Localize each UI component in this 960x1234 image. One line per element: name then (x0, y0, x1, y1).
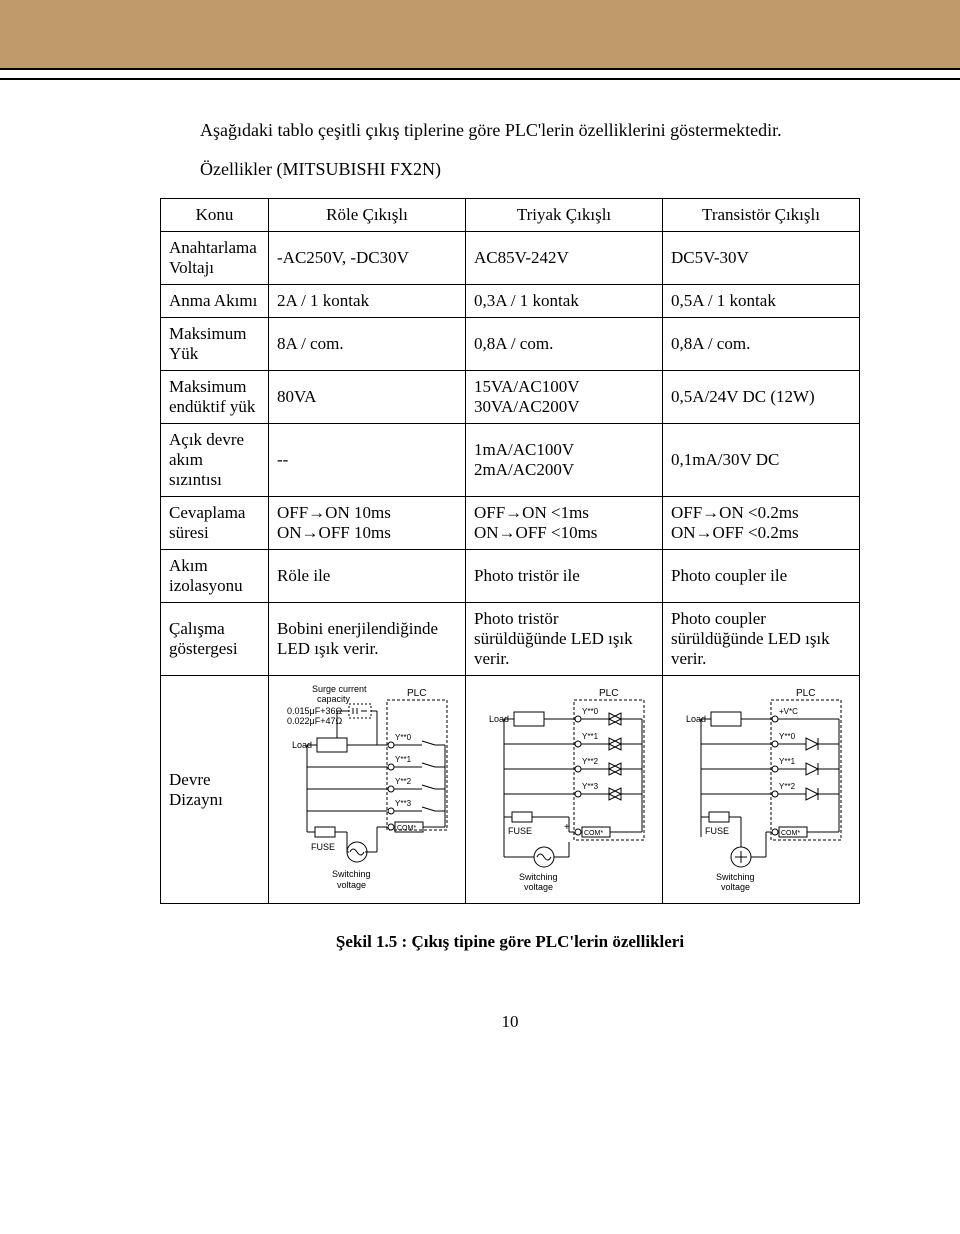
out-label: Y**1 (395, 755, 412, 764)
cell: -- (269, 424, 466, 497)
out-label: Y**3 (582, 782, 599, 791)
cell: DC5V-30V (663, 232, 860, 285)
cell: 8A / com. (269, 318, 466, 371)
sw-label: voltage (721, 882, 750, 892)
table-row: Anma Akımı 2A / 1 kontak 0,3A / 1 kontak… (161, 285, 860, 318)
out-label: Y**2 (395, 777, 412, 786)
cell: 2A / 1 kontak (269, 285, 466, 318)
out-label: Y**1 (582, 732, 599, 741)
table-row-diagrams: Devre Dizaynı Surge current capacity 0.0… (161, 676, 860, 904)
table-row: Akım izolasyonu Röle ile Photo tristör i… (161, 550, 860, 603)
header-band (0, 0, 960, 70)
header-transistor: Transistör Çıkışlı (663, 199, 860, 232)
sw-label: voltage (337, 880, 366, 890)
cell: AC85V-242V (466, 232, 663, 285)
cell: 0,8A / com. (466, 318, 663, 371)
table-row: Maksimum endüktif yük 80VA 15VA/AC100V 3… (161, 371, 860, 424)
cell: Röle ile (269, 550, 466, 603)
out-label: Y**2 (779, 782, 796, 791)
fuse-label: FUSE (705, 826, 729, 836)
page-number: 10 (160, 1012, 860, 1032)
cell: OFF→ON 10ms ON→OFF 10ms (269, 497, 466, 550)
sw-label: voltage (524, 882, 553, 892)
subtitle-text: Özellikler (MITSUBISHI FX2N) (160, 159, 860, 180)
sw-label: Switching (519, 872, 558, 882)
cell: 15VA/AC100V 30VA/AC200V (466, 371, 663, 424)
surge-label: Surge current (312, 684, 367, 694)
cell: Photo tristör sürüldüğünde LED ışık veri… (466, 603, 663, 676)
fuse-label: FUSE (311, 842, 335, 852)
sw-label: Switching (716, 872, 755, 882)
intro-text: Aşağıdaki tablo çeşitli çıkış tiplerine … (160, 120, 860, 141)
cell: 0,1mA/30V DC (663, 424, 860, 497)
cell: Photo tristör ile (466, 550, 663, 603)
surge-label: capacity (317, 694, 351, 704)
diagram-relay-cell: Surge current capacity 0.015μF+36Ω 0.022… (269, 676, 466, 904)
figure-caption: Şekil 1.5 : Çıkış tipine göre PLC'lerin … (160, 932, 860, 952)
spec-table: Konu Röle Çıkışlı Triyak Çıkışlı Transis… (160, 198, 860, 904)
table-row: Cevaplama süresi OFF→ON 10ms ON→OFF 10ms… (161, 497, 860, 550)
cell: 0,8A / com. (663, 318, 860, 371)
cell: 0,5A/24V DC (12W) (663, 371, 860, 424)
fuse-label: FUSE (508, 826, 532, 836)
row-label: Maksimum endüktif yük (161, 371, 269, 424)
cell: 1mA/AC100V 2mA/AC200V (466, 424, 663, 497)
cell: -AC250V, -DC30V (269, 232, 466, 285)
header-role: Röle Çıkışlı (269, 199, 466, 232)
surge-val: 0.022μF+47Ω (287, 716, 342, 726)
page-content: Aşağıdaki tablo çeşitli çıkış tiplerine … (0, 120, 960, 1072)
cell: 0,3A / 1 kontak (466, 285, 663, 318)
cell: 80VA (269, 371, 466, 424)
out-label: Y**3 (395, 799, 412, 808)
com-label: COM* (584, 830, 603, 837)
out-label: Y**2 (582, 757, 599, 766)
table-row: Maksimum Yük 8A / com. 0,8A / com. 0,8A … (161, 318, 860, 371)
table-row: Çalışma göstergesi Bobini enerjilendiğin… (161, 603, 860, 676)
sw-label: Switching (332, 869, 371, 879)
diagram-triac-cell: PLC Load Y**0 Y**1 (466, 676, 663, 904)
out-label: Y**0 (582, 707, 599, 716)
out-label: Y**0 (395, 733, 412, 742)
row-label: Çalışma göstergesi (161, 603, 269, 676)
triac-diagram: PLC Load Y**0 Y**1 (474, 682, 654, 892)
plc-label: PLC (599, 688, 618, 699)
cell: Photo coupler ile (663, 550, 860, 603)
cell: OFF→ON <0.2ms ON→OFF <0.2ms (663, 497, 860, 550)
row-label: Cevaplama süresi (161, 497, 269, 550)
cell: OFF→ON <1ms ON→OFF <10ms (466, 497, 663, 550)
row-label: Akım izolasyonu (161, 550, 269, 603)
row-label: Maksimum Yük (161, 318, 269, 371)
header-rule (0, 78, 960, 80)
row-label: Açık devre akım sızıntısı (161, 424, 269, 497)
com-label: COM* (781, 830, 800, 837)
table-row: Anahtarlama Voltajı -AC250V, -DC30V AC85… (161, 232, 860, 285)
out-label: Y**1 (779, 757, 796, 766)
plc-label: PLC (796, 688, 815, 699)
row-label: Anahtarlama Voltajı (161, 232, 269, 285)
row-label: Anma Akımı (161, 285, 269, 318)
vc-label: +V*C (779, 707, 798, 716)
surge-val: 0.015μF+36Ω (287, 706, 342, 716)
header-konu: Konu (161, 199, 269, 232)
relay-diagram: Surge current capacity 0.015μF+36Ω 0.022… (277, 682, 457, 892)
cell: Photo coupler sürüldüğünde LED ışık veri… (663, 603, 860, 676)
row-label: Devre Dizaynı (161, 676, 269, 904)
cell: Bobini enerjilendiğinde LED ışık verir. (269, 603, 466, 676)
out-label: Y**0 (779, 732, 796, 741)
header-triyak: Triyak Çıkışlı (466, 199, 663, 232)
table-row: Açık devre akım sızıntısı -- 1mA/AC100V … (161, 424, 860, 497)
table-header-row: Konu Röle Çıkışlı Triyak Çıkışlı Transis… (161, 199, 860, 232)
transistor-diagram: PLC Load +V*C Y**0 (671, 682, 851, 892)
com-label: COM* (397, 825, 416, 832)
cell: 0,5A / 1 kontak (663, 285, 860, 318)
diagram-transistor-cell: PLC Load +V*C Y**0 (663, 676, 860, 904)
plc-label: PLC (407, 688, 426, 699)
